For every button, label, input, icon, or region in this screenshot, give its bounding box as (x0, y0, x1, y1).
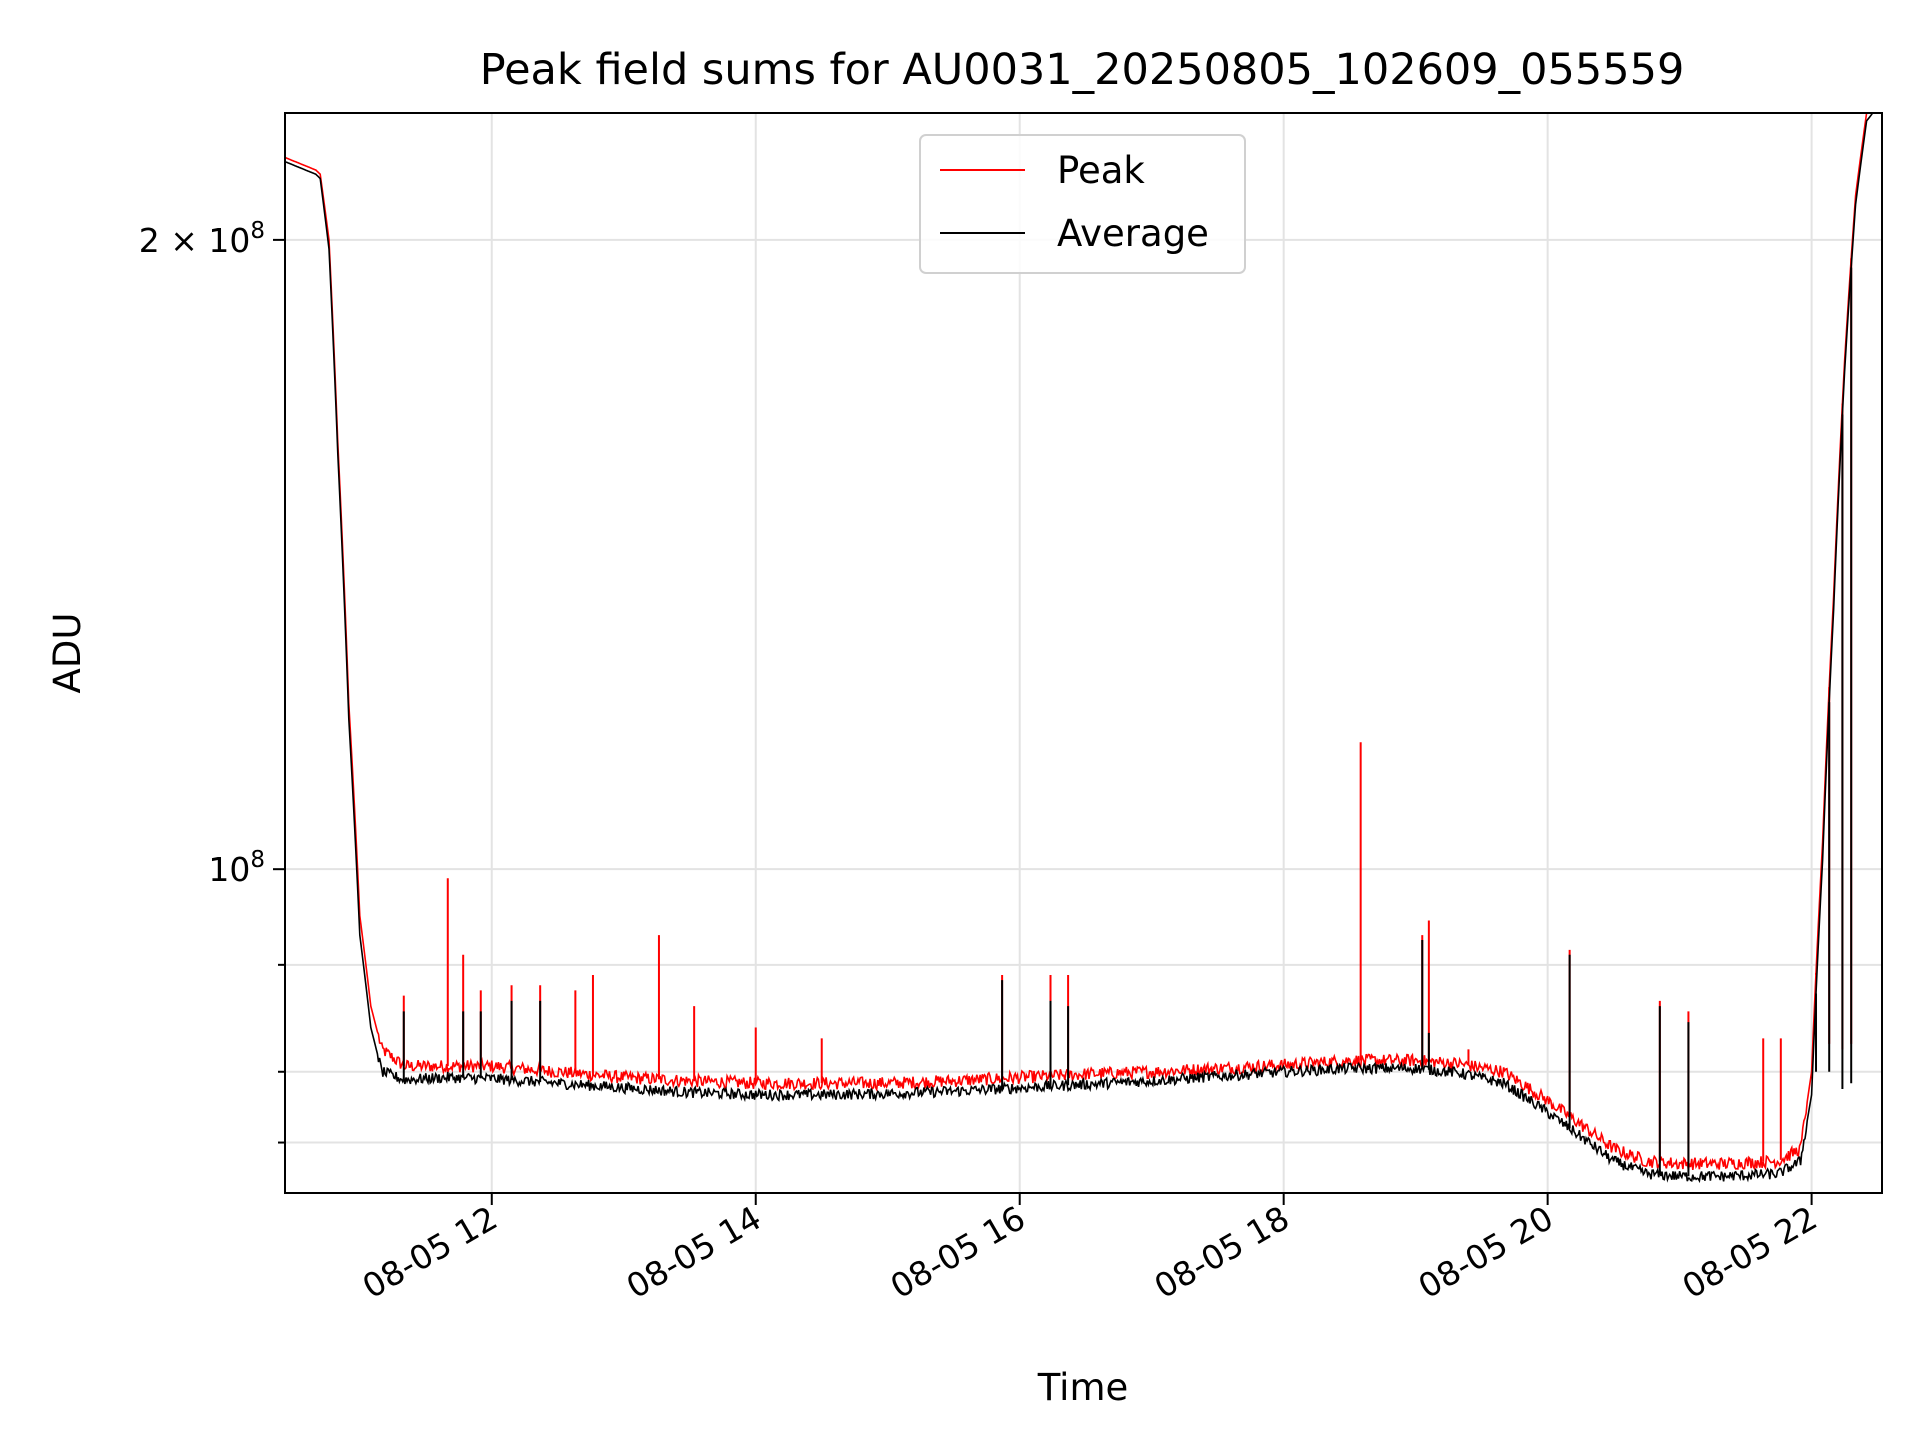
x-axis-label: Time (1037, 1366, 1129, 1409)
legend-label-average: Average (1057, 212, 1209, 255)
plot-frame (284, 112, 1883, 1194)
y-tick-label-exponent: 8 (250, 847, 265, 873)
series-line-peak (285, 113, 1868, 1171)
series-line-average (285, 113, 1874, 1184)
y-tick-label-base: 10 (208, 850, 250, 889)
y-tick-label-base: 10 (208, 221, 250, 260)
y-tick-label: 108 (208, 847, 265, 889)
chart-title: Peak field sums for AU0031_20250805_1026… (480, 45, 1685, 95)
legend-label-peak: Peak (1057, 149, 1145, 192)
y-tick-label: 2 × 108 (139, 218, 265, 260)
legend: Peak Average (919, 134, 1246, 274)
series-layer (285, 113, 1874, 1184)
y-tick-label-coefficient: 2 × (139, 221, 209, 260)
y-axis-label: ADU (46, 613, 89, 694)
y-tick-label-exponent: 8 (250, 218, 265, 244)
